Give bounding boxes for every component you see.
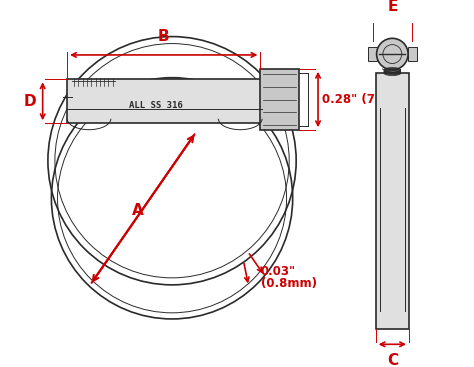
Bar (408, 47, 417, 61)
Text: 0.28" (7mm): 0.28" (7mm) (322, 93, 405, 106)
Bar (260, 69, 299, 130)
Text: (0.8mm): (0.8mm) (261, 277, 317, 290)
Text: B: B (158, 29, 170, 44)
Circle shape (377, 38, 408, 70)
Text: 0.03": 0.03" (261, 265, 296, 278)
Text: C: C (387, 353, 398, 367)
Text: D: D (24, 94, 36, 109)
Text: E: E (387, 0, 398, 14)
Bar (376, 73, 409, 328)
Bar (368, 47, 377, 61)
Text: A: A (132, 203, 144, 218)
Bar (67, 79, 262, 123)
Text: ALL SS 316: ALL SS 316 (129, 101, 183, 110)
